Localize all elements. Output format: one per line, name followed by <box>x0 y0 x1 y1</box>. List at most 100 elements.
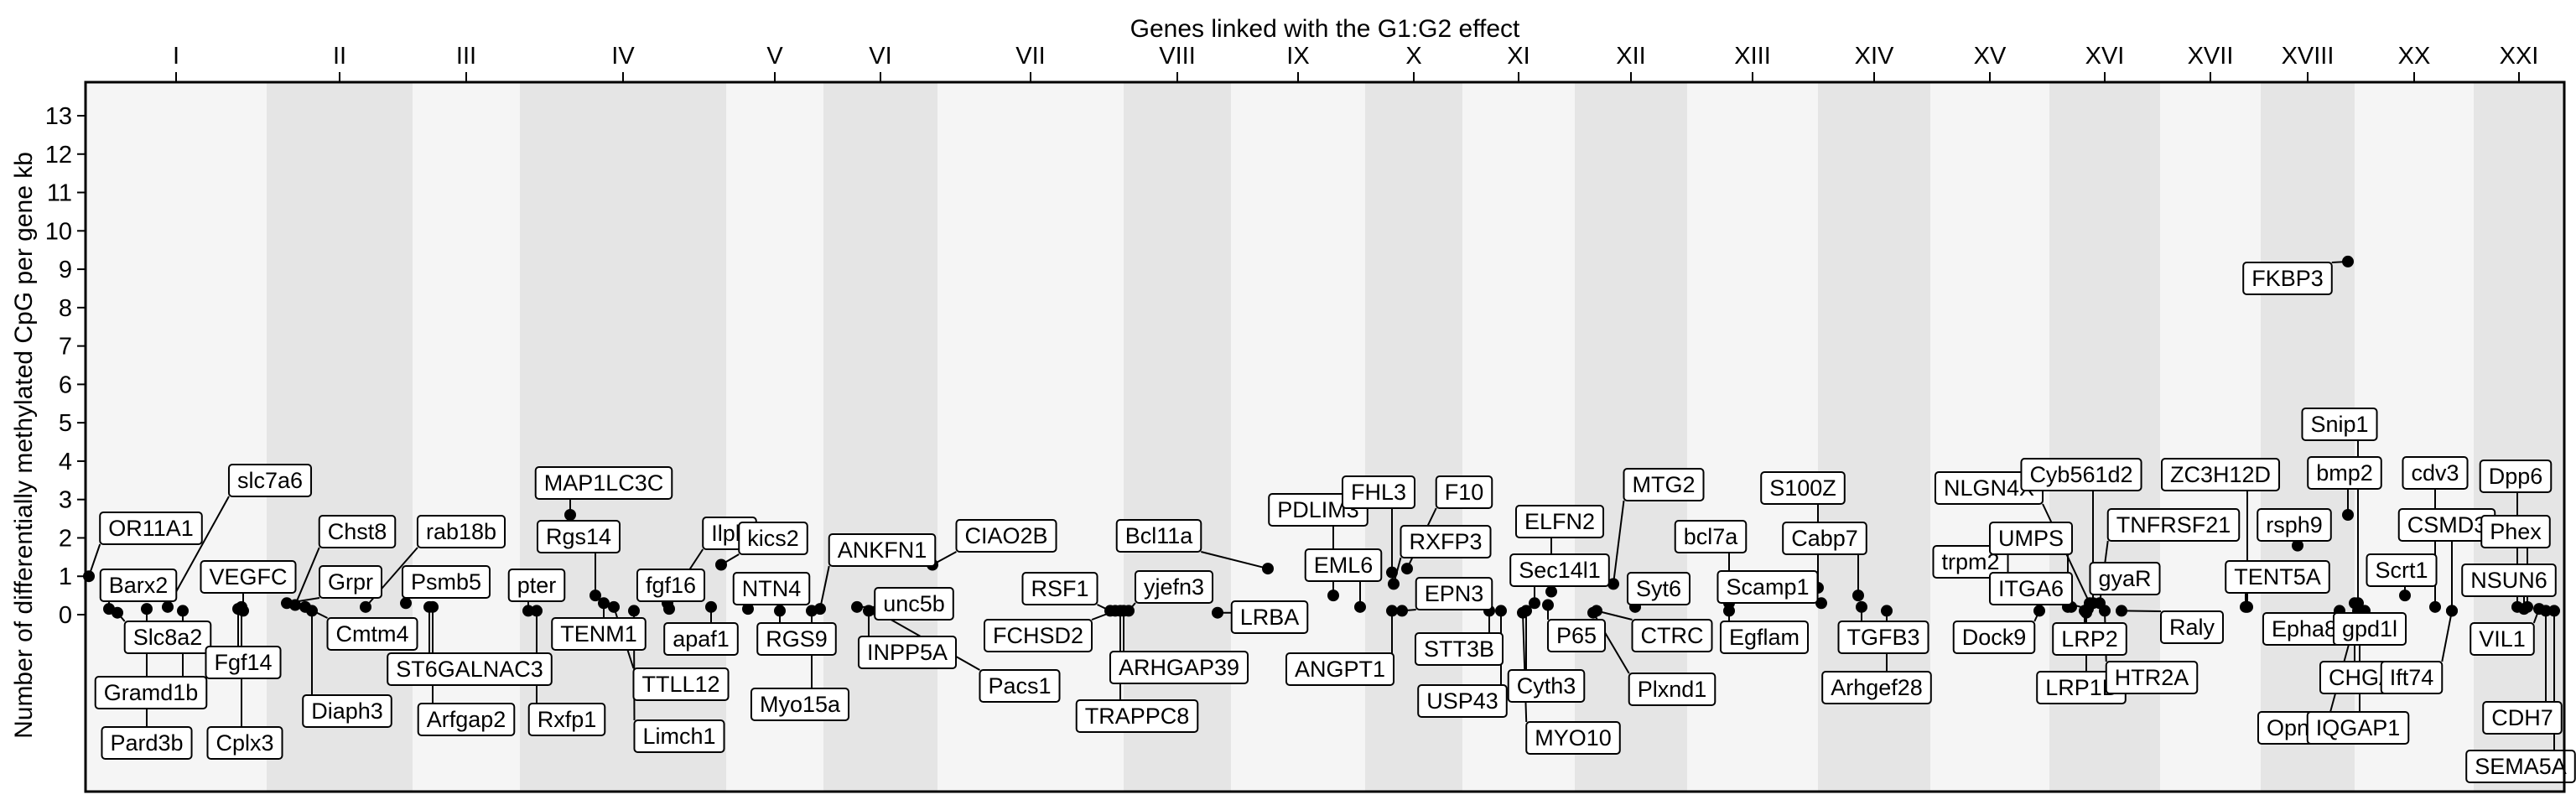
gene-label-text: gpd1l <box>2342 616 2397 641</box>
gene-label-text: EML6 <box>1314 553 1374 578</box>
gene-label-box <box>2461 564 2557 597</box>
connector-line <box>294 547 320 605</box>
data-point <box>531 605 543 617</box>
gene-label-text: RGS9 <box>766 626 828 652</box>
connector-line <box>1596 610 1633 621</box>
gene-label: NLGN4X <box>1934 471 2044 505</box>
gene-label: RGS9 <box>756 622 837 656</box>
gene-label-text: Sec14l1 <box>1519 558 1601 583</box>
gene-label-box <box>387 652 553 686</box>
data-point <box>1327 589 1339 602</box>
gene-label: Cplx3 <box>206 726 283 760</box>
gene-label-text: MYO10 <box>1535 725 1612 750</box>
gene-label-text: apaf1 <box>673 626 730 652</box>
y-tick-label: 1 <box>59 564 72 590</box>
gene-label-text: Cabp7 <box>1791 526 1858 551</box>
gene-label-box <box>94 676 208 709</box>
gene-label-box <box>123 621 212 654</box>
gene-label: NTN4 <box>732 572 811 605</box>
gene-label: HTR2A <box>2105 661 2199 694</box>
gene-label: gyaR <box>2089 562 2161 595</box>
gene-label-box <box>828 533 937 567</box>
gene-label-box <box>1304 548 1383 582</box>
x-tick-label: IV <box>611 43 635 70</box>
gene-label-box <box>2307 456 2382 490</box>
gene-label-box <box>2480 515 2551 548</box>
gene-label-box <box>551 617 647 651</box>
gene-label-box <box>101 726 193 760</box>
gene-label: Epha8 <box>2262 612 2347 646</box>
gene-label-text: FHL3 <box>1351 480 1406 505</box>
gene-label-text: LRP1B <box>2045 675 2117 700</box>
data-point <box>851 600 863 613</box>
gene-label: ELFN2 <box>1514 505 1605 538</box>
gene-label: Psmb5 <box>401 565 491 599</box>
gene-label-box <box>1674 520 1748 553</box>
gene-label: Limch1 <box>633 719 725 753</box>
gene-label-box <box>326 617 418 651</box>
data-point <box>2446 605 2458 617</box>
gene-label-text: S100Z <box>1769 475 1836 501</box>
gene-label-box <box>738 522 808 555</box>
gene-label-text: bcl7a <box>1684 524 1739 549</box>
gene-label-text: IQGAP1 <box>2316 715 2401 740</box>
y-axis-title: Number of differentially methylated CpG … <box>10 152 38 739</box>
data-point <box>2429 600 2441 613</box>
data-point <box>1386 605 1398 617</box>
y-tick-label: 5 <box>59 410 72 437</box>
gene-label-text: USP43 <box>1426 688 1498 714</box>
gene-label-box <box>983 619 1093 652</box>
gene-label-box <box>732 572 811 605</box>
data-point <box>715 558 727 571</box>
data-point <box>306 605 318 617</box>
data-point <box>2033 605 2045 617</box>
gene-label: FKBP3 <box>2242 262 2333 295</box>
chromosome-band <box>1124 82 1231 792</box>
gene-label: EML6 <box>1304 548 1383 582</box>
gene-label: SEMA5A <box>2465 750 2576 783</box>
gene-label-text: NTN4 <box>742 576 802 601</box>
gene-label-box <box>2332 612 2407 646</box>
data-point <box>1545 585 1557 598</box>
gene-label: TENT5A <box>2225 560 2330 594</box>
gene-label-box <box>2020 458 2142 491</box>
data-point <box>1723 605 1735 617</box>
gene-label: Bcl11a <box>1115 519 1202 553</box>
gene-label-box <box>2106 508 2241 542</box>
gene-label-text: Psmb5 <box>411 569 481 595</box>
chart-title: Genes linked with the G1:G2 effect <box>1130 15 1520 43</box>
gene-label-box <box>979 669 1061 703</box>
gene-label-box <box>1716 570 1819 604</box>
gene-label-text: Rxfp1 <box>538 707 597 732</box>
gene-label-text: Ift74 <box>2390 665 2434 690</box>
data-point <box>863 605 875 617</box>
gene-label: yjefn3 <box>1134 570 1214 604</box>
x-tick-label: XII <box>1616 43 1645 70</box>
gene-label: Chst8 <box>318 515 397 548</box>
gene-label-text: Scamp1 <box>1726 574 1809 600</box>
gene-label: STT3B <box>1414 632 1504 666</box>
gene-label: gpd1l <box>2332 612 2407 646</box>
gene-label: USP43 <box>1417 684 1508 718</box>
gene-label-box <box>874 587 954 621</box>
x-tick-label: V <box>766 43 783 70</box>
gene-label-box <box>1109 651 1249 684</box>
gene-label-box <box>507 569 566 602</box>
gene-label-box <box>2482 701 2563 735</box>
gene-label: Raly <box>2159 610 2225 644</box>
gene-label-text: Syt6 <box>1636 576 1681 601</box>
gene-label-box <box>1952 621 2036 654</box>
gene-label-text: bmp2 <box>2316 460 2373 486</box>
gene-label-box <box>319 565 382 599</box>
gene-label: Cyb561d2 <box>2020 458 2142 491</box>
gene-label-text: Slc8a2 <box>133 625 203 650</box>
data-point <box>2342 255 2354 267</box>
gene-label-text: unc5b <box>883 591 945 616</box>
gene-label-box <box>1821 671 1932 704</box>
gene-label: Ift74 <box>2380 661 2444 694</box>
gene-label-box <box>1075 699 1199 733</box>
gene-label: cdv3 <box>2402 456 2469 490</box>
gene-label-box <box>756 622 837 656</box>
gene-label: Phex <box>2480 515 2551 548</box>
gene-label-text: CSMD3 <box>2407 512 2487 538</box>
